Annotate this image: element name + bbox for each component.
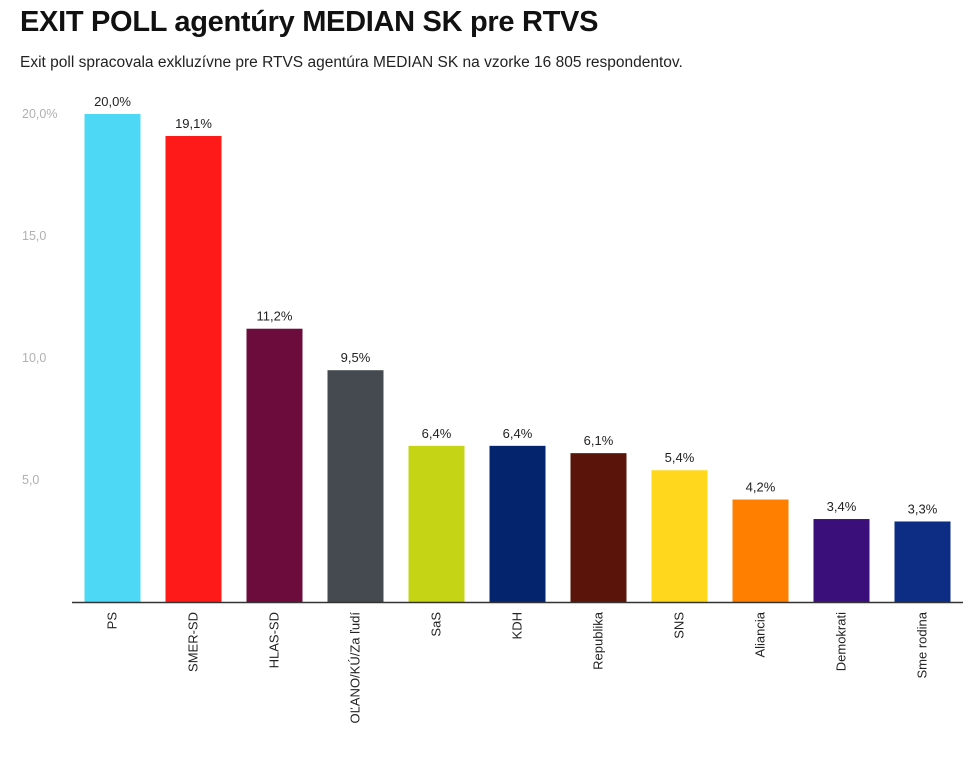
chart-subtitle: Exit poll spracovala exkluzívne pre RTVS… xyxy=(20,54,683,71)
x-tick-label: PS xyxy=(105,612,120,630)
bar xyxy=(84,114,141,602)
x-tick-label: OĽANO/KÚ/Za ľudí xyxy=(348,612,363,724)
x-tick-label: HLAS-SD xyxy=(267,612,282,668)
x-tick-label: Republika xyxy=(591,611,606,670)
data-label: 4,2% xyxy=(746,480,776,495)
x-tick-label: Aliancia xyxy=(753,611,768,657)
data-label: 3,3% xyxy=(908,501,938,516)
chart-title: EXIT POLL agentúry MEDIAN SK pre RTVS xyxy=(20,6,599,38)
x-tick-label: Demokrati xyxy=(834,612,849,671)
data-label: 6,1% xyxy=(584,433,614,448)
bar xyxy=(327,370,384,602)
bar xyxy=(246,328,303,602)
data-labels-group: 20,0% 19,1% 11,2% 9,5% 6,4% 6,4% 6,1% 5,4% 4,2% 3… xyxy=(94,94,938,516)
bar xyxy=(894,521,951,602)
y-tick-label: 5,0 xyxy=(22,473,39,487)
x-axis-labels: PS SMER-SD HLAS-SD OĽANO/KÚ/Za ľudí SaS KDH Re… xyxy=(105,611,930,723)
data-label: 6,4% xyxy=(503,426,533,441)
bar xyxy=(570,453,627,602)
bar xyxy=(489,445,546,602)
data-label: 11,2% xyxy=(257,309,293,324)
x-tick-label: KDH xyxy=(510,612,525,639)
x-tick-label: SMER-SD xyxy=(186,612,201,672)
bar xyxy=(165,135,222,602)
y-tick-label: 10,0 xyxy=(22,351,46,365)
bar xyxy=(732,499,789,602)
data-label: 9,5% xyxy=(341,350,371,365)
x-tick-label: SaS xyxy=(429,612,444,637)
bars-group xyxy=(84,114,951,602)
data-label: 5,4% xyxy=(665,450,695,465)
data-label: 19,1% xyxy=(175,116,212,131)
x-tick-label: Sme rodina xyxy=(915,611,930,678)
y-tick-label: 15,0 xyxy=(22,229,46,243)
data-label: 6,4% xyxy=(422,426,452,441)
bar xyxy=(813,519,870,602)
y-tick-label: 20,0% xyxy=(22,107,57,121)
x-tick-label: SNS xyxy=(672,612,687,639)
data-label: 3,4% xyxy=(827,499,857,514)
bar xyxy=(408,445,465,602)
y-axis-ticks: 5,0 10,0 15,0 20,0% xyxy=(22,107,57,487)
bar xyxy=(651,470,708,602)
data-label: 20,0% xyxy=(94,94,131,109)
